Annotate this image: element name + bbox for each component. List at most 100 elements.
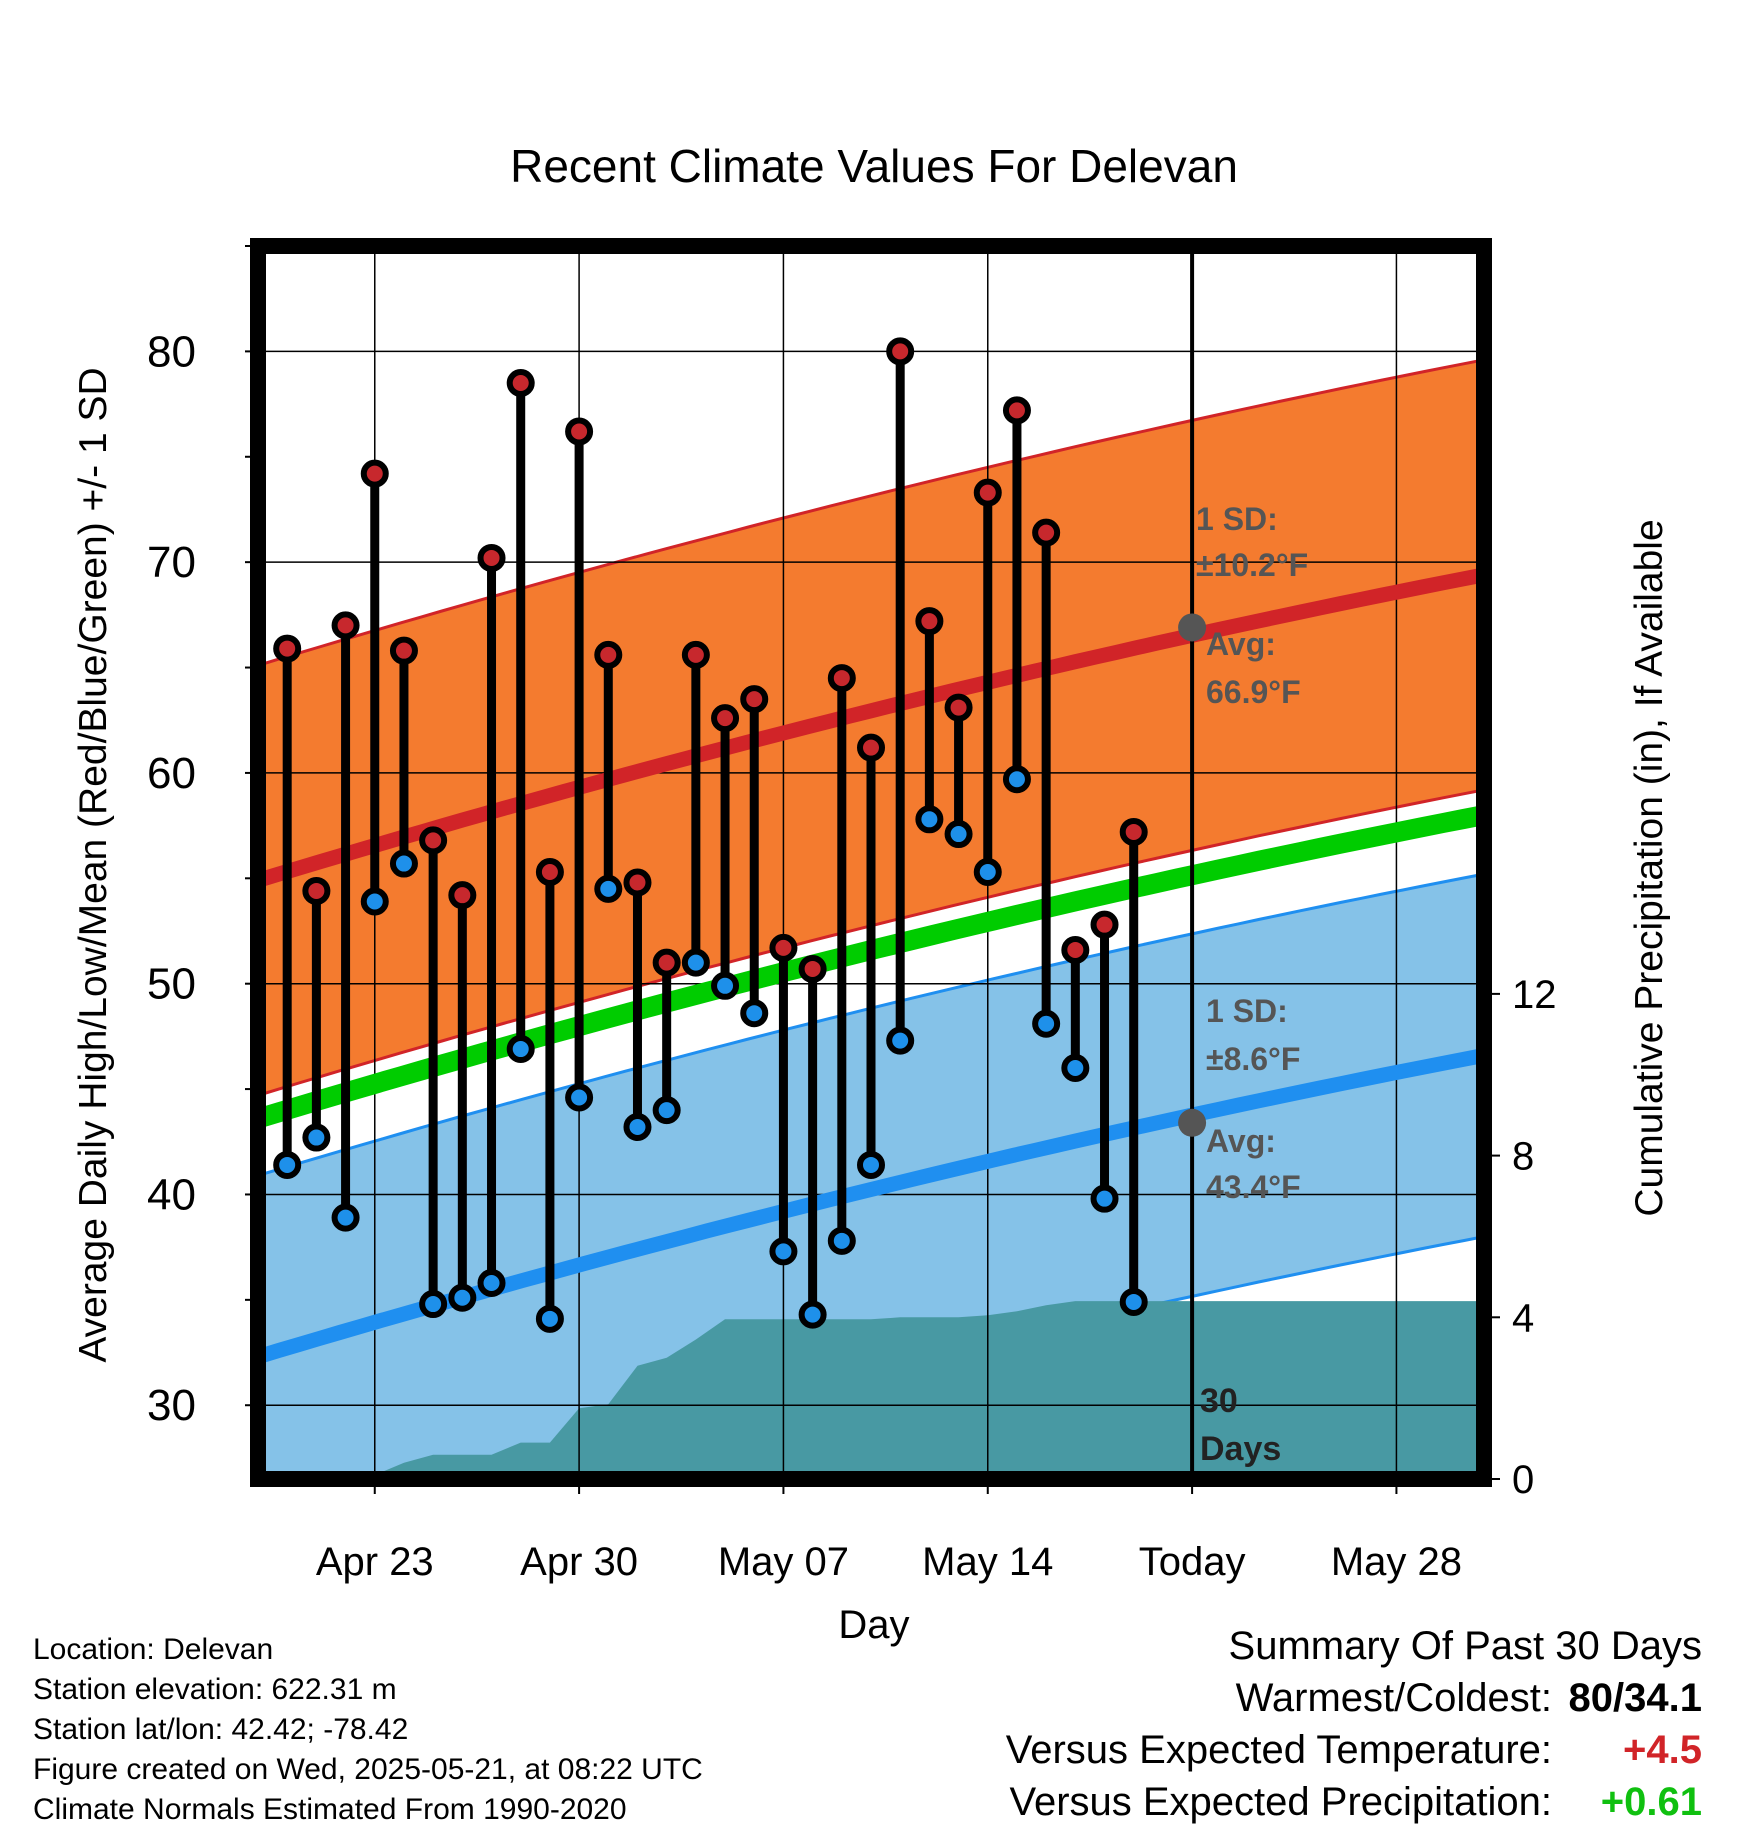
created-text: Figure created on Wed, 2025-05-21, at 08… <box>33 1753 703 1786</box>
today-days-unit: Days <box>1200 1430 1281 1468</box>
high-sd-band-upper-edge <box>258 358 1484 667</box>
high-sd-value: ±10.2°F <box>1196 547 1308 583</box>
daily-low-point <box>565 1083 594 1112</box>
daily-low-point <box>360 887 389 916</box>
precip-value: +0.61 <box>1600 1780 1702 1824</box>
high-sd-label: 1 SD: <box>1196 501 1278 537</box>
daily-low-point <box>769 1237 798 1266</box>
y-axis-label: Average Daily High/Low/Mean (Red/Blue/Gr… <box>72 367 115 1362</box>
elevation-text: Station elevation: 622.31 m <box>33 1673 397 1706</box>
daily-high-point <box>857 733 885 762</box>
daily-high-point <box>681 640 710 669</box>
daily-low-point <box>915 805 944 834</box>
low-sd-value: ±8.6°F <box>1206 1041 1300 1077</box>
daily-low-point <box>448 1283 477 1312</box>
daily-low-point <box>1090 1184 1119 1213</box>
daily-low-point <box>419 1290 448 1319</box>
daily-high-point <box>798 954 827 983</box>
high-sd-band <box>258 359 1484 1096</box>
temp-value: +4.5 <box>1623 1728 1702 1772</box>
daily-high-point <box>740 685 769 714</box>
daily-high-point <box>769 933 798 962</box>
daily-high-point <box>389 636 418 665</box>
low-sd-label: 1 SD: <box>1206 993 1288 1029</box>
chart-title: Recent Climate Values For Delevan <box>510 140 1238 192</box>
daily-low-point <box>827 1226 856 1255</box>
daily-high-point <box>506 369 535 397</box>
daily-high-point <box>565 417 594 446</box>
daily-high-point <box>1061 935 1090 964</box>
y2-tick-label: 4 <box>1512 1296 1534 1340</box>
y2-tick-label: 12 <box>1512 973 1557 1017</box>
summary-panel: Summary Of Past 30 Days Warmest/Coldest:… <box>1006 1620 1702 1828</box>
x-tick-label: May 14 <box>922 1540 1053 1584</box>
normals-text: Climate Normals Estimated From 1990-2020 <box>33 1793 627 1826</box>
latlon-text: Station lat/lon: 42.42; -78.42 <box>33 1713 409 1746</box>
low-avg-value: 43.4°F <box>1206 1169 1301 1205</box>
today-low-avg-marker <box>1178 1108 1207 1137</box>
station-info: Location: Delevan Station elevation: 622… <box>33 1630 703 1830</box>
daily-high-point <box>944 693 973 722</box>
y2-axis-label: Cumulative Precipitation (in), If Availa… <box>1628 519 1671 1216</box>
summary-title: Summary Of Past 30 Days <box>1228 1624 1702 1668</box>
y-tick-label: 60 <box>147 749 196 798</box>
daily-high-point <box>886 337 915 366</box>
today-days-count: 30 <box>1200 1382 1238 1420</box>
x-tick-label: May 07 <box>718 1540 849 1584</box>
daily-high-point <box>419 826 448 855</box>
plot-frame <box>250 238 1492 1487</box>
y2-tick-label: 0 <box>1512 1458 1534 1502</box>
warmest-value: 80/34.1 <box>1568 1676 1702 1720</box>
daily-high-point <box>331 611 360 640</box>
y-tick-label: 50 <box>147 960 196 1009</box>
today-high-avg-marker <box>1178 613 1207 642</box>
daily-high-point <box>273 634 302 663</box>
daily-low-point <box>623 1113 652 1142</box>
daily-low-point <box>944 820 973 849</box>
daily-low-point <box>594 874 623 903</box>
summary-warmest-row: Warmest/Coldest: 80/34.1 <box>1006 1672 1702 1724</box>
daily-low-point <box>1002 765 1031 794</box>
y-tick-label: 80 <box>147 327 196 376</box>
daily-high-point <box>360 459 389 488</box>
y-tick-label: 30 <box>147 1381 196 1430</box>
daily-high-point <box>652 948 681 977</box>
location-text: Location: Delevan <box>33 1633 274 1666</box>
daily-high-point <box>915 607 944 636</box>
daily-low-point <box>389 849 418 878</box>
x-tick-label: May 28 <box>1331 1540 1462 1584</box>
daily-low-point <box>331 1203 360 1232</box>
summary-precip-row: Versus Expected Precipitation: +0.61 <box>1006 1776 1702 1828</box>
daily-low-point <box>886 1026 915 1055</box>
daily-low-point <box>798 1300 827 1329</box>
cumulative-precip-area <box>258 1301 1484 1479</box>
daily-low-point <box>681 948 710 977</box>
x-tick-label: Apr 30 <box>520 1540 638 1584</box>
warmest-label: Warmest/Coldest: <box>1235 1676 1552 1720</box>
summary-temp-row: Versus Expected Temperature: +4.5 <box>1006 1724 1702 1776</box>
daily-high-point <box>827 664 856 693</box>
daily-low-point <box>506 1035 535 1064</box>
daily-high-point <box>1032 518 1061 547</box>
y2-tick-label: 8 <box>1512 1135 1534 1179</box>
daily-low-point <box>302 1123 331 1152</box>
y-tick-label: 70 <box>147 538 196 587</box>
daily-low-point <box>1119 1287 1148 1316</box>
temp-label: Versus Expected Temperature: <box>1005 1728 1552 1772</box>
low-avg-label: Avg: <box>1206 1123 1276 1159</box>
daily-high-point <box>448 881 477 910</box>
y-tick-label: 40 <box>147 1170 196 1219</box>
x-tick-label: Today <box>1139 1540 1246 1584</box>
daily-high-point <box>711 704 740 733</box>
precip-label: Versus Expected Precipitation: <box>1009 1780 1552 1824</box>
daily-low-point <box>1061 1054 1090 1082</box>
daily-low-point <box>711 971 740 1000</box>
daily-high-point <box>1090 910 1119 939</box>
daily-high-point <box>1002 396 1031 425</box>
daily-low-point <box>652 1096 681 1125</box>
daily-high-point <box>1119 817 1148 846</box>
daily-high-point <box>623 868 652 897</box>
daily-low-point <box>1032 1009 1061 1038</box>
daily-low-point <box>740 999 769 1028</box>
